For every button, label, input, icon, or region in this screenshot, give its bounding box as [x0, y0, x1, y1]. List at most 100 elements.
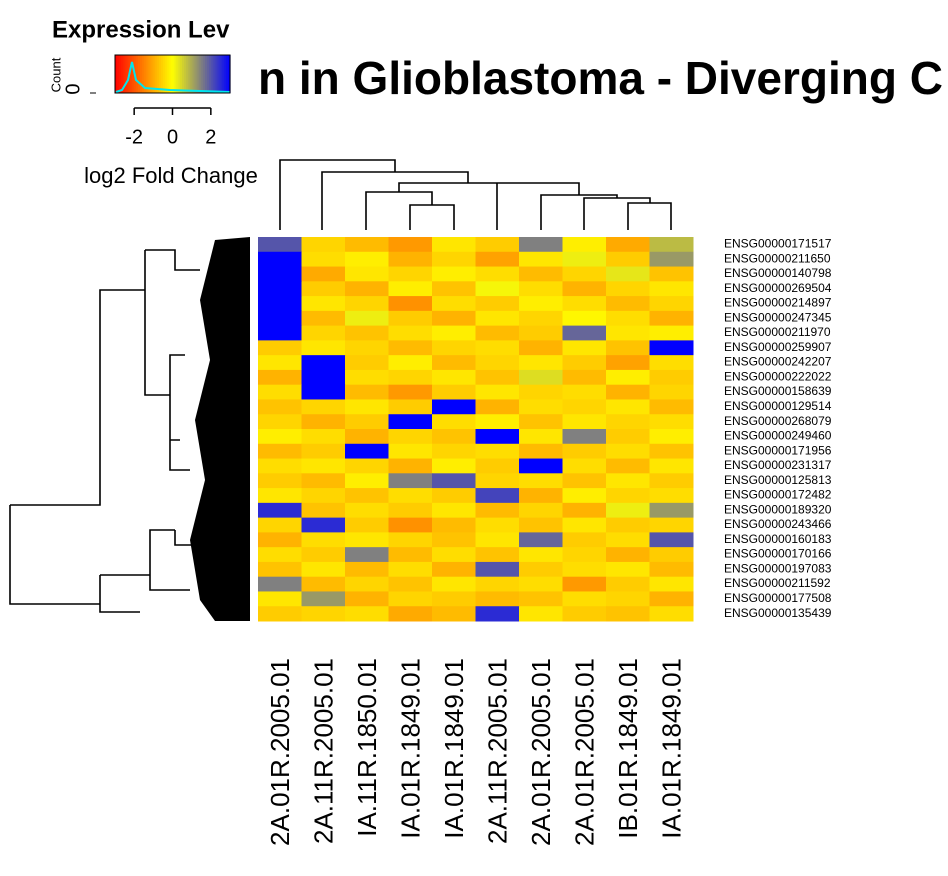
heatmap-cell: [562, 458, 607, 474]
heatmap-cell: [258, 606, 302, 622]
column-label: 2A.01R.2005.01: [569, 658, 599, 846]
key-tick-label: 0: [167, 126, 178, 148]
key-swatch: [203, 55, 206, 93]
heatmap-cell: [649, 488, 694, 504]
heatmap-cell: [258, 591, 302, 607]
key-swatch: [185, 55, 189, 93]
key-swatch: [143, 55, 147, 93]
heatmap-cell: [475, 296, 520, 312]
row-label: ENSG00000135439: [724, 606, 832, 620]
heatmap-cell: [649, 606, 694, 622]
key-swatch: [195, 55, 199, 93]
heatmap-cell: [432, 281, 476, 297]
heatmap-cell: [649, 429, 694, 445]
heatmap-cell: [345, 237, 389, 253]
heatmap-cell: [432, 591, 476, 607]
key-swatch: [115, 55, 118, 93]
heatmap-cell: [345, 591, 389, 607]
heatmap-cell: [432, 458, 476, 474]
heatmap-cell: [258, 251, 302, 268]
heatmap-cell: [475, 532, 520, 548]
key-swatch: [168, 55, 172, 93]
heatmap-cell: [301, 237, 346, 253]
key-swatch: [193, 55, 197, 93]
key-swatch: [139, 55, 143, 93]
row-label: ENSG00000129514: [724, 399, 832, 413]
heatmap-cell: [345, 399, 389, 415]
key-swatch: [149, 55, 153, 93]
heatmap-cell: [258, 502, 302, 519]
key-swatch: [184, 55, 187, 93]
key-swatch: [218, 55, 222, 93]
heatmap-cell: [562, 473, 607, 489]
key-swatch: [197, 55, 200, 93]
heatmap-cell: [388, 458, 433, 474]
heatmap-cell: [562, 532, 607, 548]
row-label: ENSG00000211970: [724, 325, 831, 339]
heatmap-cell: [606, 399, 650, 415]
key-swatch: [174, 55, 177, 93]
heatmap-cell: [432, 251, 476, 268]
heatmap-cell: [345, 502, 389, 519]
heatmap-cell: [258, 399, 302, 415]
row-label: ENSG00000177508: [724, 591, 832, 605]
key-frame: [114, 54, 231, 94]
row-label: ENSG00000158639: [724, 384, 832, 398]
heatmap-cell: [519, 369, 563, 386]
heatmap-cell: [432, 325, 476, 341]
heatmap-cell: [345, 251, 389, 268]
column-label: IA.11R.1850.01: [352, 658, 382, 837]
heatmap-cell: [388, 266, 433, 282]
heatmap-cell: [432, 532, 476, 548]
row-label: ENSG00000231317: [724, 458, 832, 472]
heatmap-cell: [345, 532, 389, 548]
heatmap-cell: [606, 237, 650, 253]
heatmap-cell: [388, 296, 433, 312]
key-tick-label: -2: [125, 126, 143, 148]
heatmap-cell: [388, 591, 433, 607]
heatmap-cell: [649, 443, 694, 460]
row-dendrogram-leaves: [190, 237, 250, 621]
heatmap-cell: [258, 237, 302, 253]
key-swatch: [147, 55, 151, 93]
heatmap-cell: [649, 532, 694, 548]
heatmap-cell: [388, 473, 433, 489]
row-label: ENSG00000222022: [724, 369, 832, 383]
heatmap-cell: [258, 561, 302, 578]
key-swatch: [157, 55, 160, 93]
key-swatch: [199, 55, 202, 93]
key-swatch: [208, 55, 212, 93]
heatmap-cell: [562, 576, 607, 592]
heatmap-cell: [432, 547, 476, 563]
heatmap-cell: [388, 517, 433, 533]
heatmap-cell: [475, 325, 520, 341]
heatmap-cell: [562, 384, 607, 400]
heatmap-cell: [475, 251, 520, 268]
heatmap-cell: [475, 443, 520, 460]
heatmap-cell: [432, 355, 476, 371]
heatmap-cell: [606, 296, 650, 312]
key-swatch: [130, 55, 133, 93]
heatmap-cell: [301, 369, 346, 386]
heatmap-cell: [432, 369, 476, 386]
heatmap-cell: [258, 532, 302, 548]
heatmap-cell: [301, 325, 346, 341]
heatmap-cell: [388, 237, 433, 253]
heatmap-cell: [301, 561, 346, 578]
key-swatch: [220, 55, 223, 93]
heatmap-cell: [519, 576, 563, 592]
heatmap-cell: [649, 251, 694, 268]
heatmap-cell: [606, 458, 650, 474]
heatmap-cell: [388, 281, 433, 297]
column-label: 2A.11R.2005.01: [308, 658, 338, 844]
heatmap-cell: [345, 517, 389, 533]
heatmap-cell: [301, 532, 346, 548]
heatmap-cell: [519, 355, 563, 371]
heatmap-cell: [301, 399, 346, 415]
heatmap-cell: [258, 458, 302, 474]
heatmap-cell: [432, 429, 476, 445]
heatmap-cell: [562, 281, 607, 297]
row-label: ENSG00000170166: [724, 547, 832, 561]
heatmap-cell: [388, 369, 433, 386]
heatmap-cell: [345, 369, 389, 386]
